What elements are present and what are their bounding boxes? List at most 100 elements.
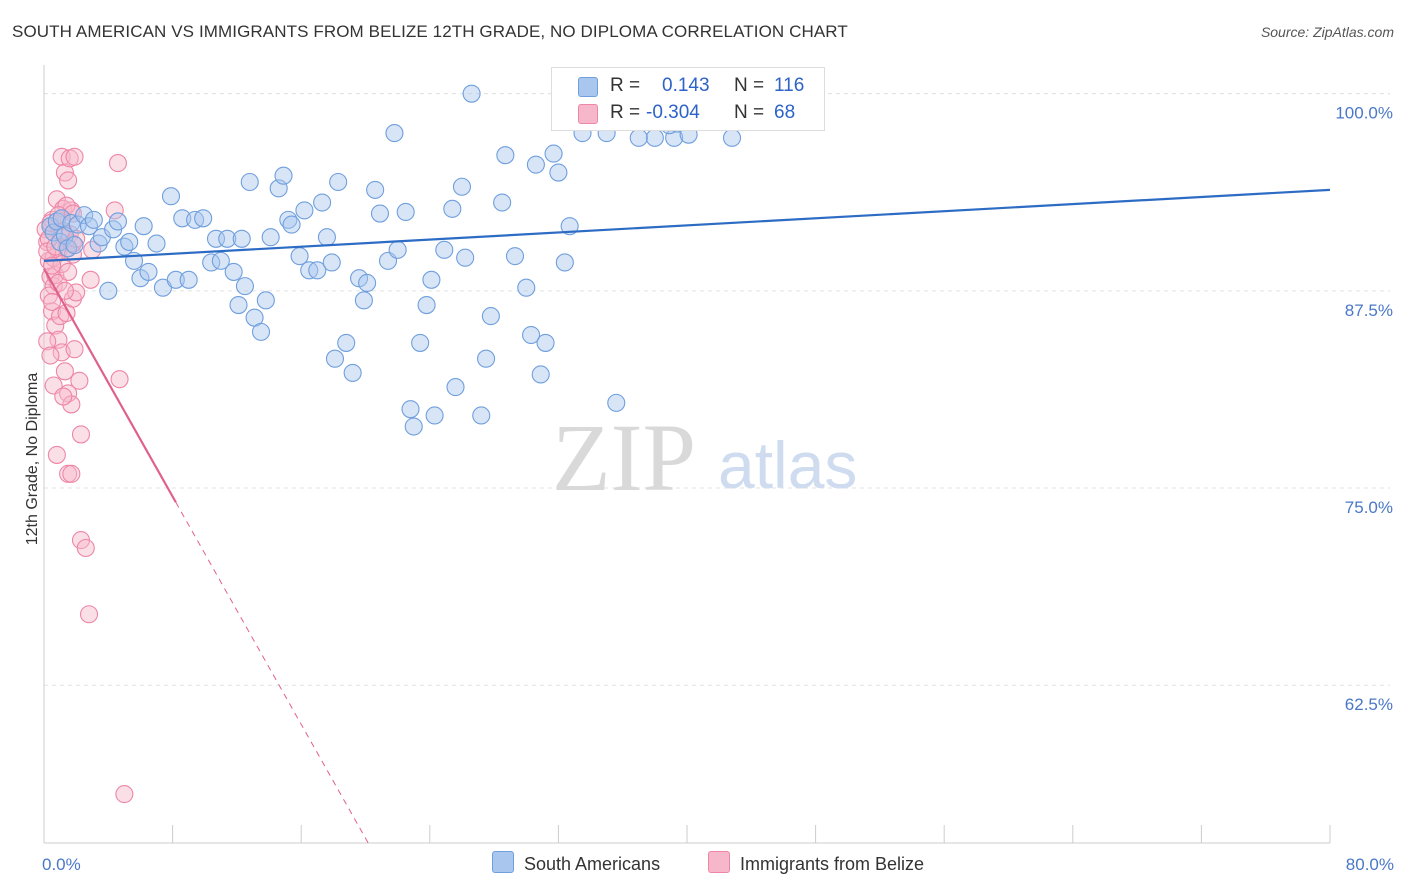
chart-title: SOUTH AMERICAN VS IMMIGRANTS FROM BELIZE… bbox=[12, 22, 848, 41]
data-point bbox=[396, 202, 415, 222]
data-point bbox=[411, 333, 430, 352]
data-point bbox=[47, 190, 66, 209]
data-point bbox=[47, 212, 66, 231]
data-point bbox=[329, 172, 348, 192]
y-tick-label: 62.5% bbox=[1345, 695, 1393, 714]
data-point bbox=[388, 240, 407, 259]
data-point bbox=[240, 172, 259, 192]
data-point bbox=[629, 128, 648, 147]
data-point bbox=[108, 212, 127, 231]
data-point bbox=[166, 270, 185, 289]
data-point bbox=[425, 406, 444, 425]
data-point bbox=[722, 128, 742, 147]
data-point bbox=[456, 248, 475, 267]
data-point bbox=[536, 333, 555, 352]
data-point bbox=[229, 296, 248, 315]
data-point bbox=[134, 217, 153, 236]
data-point bbox=[52, 209, 71, 228]
data-point bbox=[322, 253, 341, 272]
legend-n-value: 116 bbox=[774, 75, 805, 96]
data-point bbox=[522, 325, 541, 345]
data-point bbox=[645, 128, 664, 147]
data-point bbox=[435, 240, 454, 259]
data-point bbox=[446, 378, 465, 397]
data-point bbox=[343, 363, 362, 382]
legend-n-label: N = bbox=[734, 102, 765, 123]
data-point bbox=[79, 217, 99, 236]
data-point bbox=[493, 193, 512, 212]
data-point bbox=[232, 229, 251, 248]
data-point bbox=[325, 349, 345, 368]
data-point bbox=[531, 365, 550, 384]
bottom-legend-label: Immigrants from Belize bbox=[740, 854, 925, 874]
legend-r-value: 0.143 bbox=[662, 75, 710, 96]
data-point bbox=[261, 228, 280, 247]
data-point bbox=[404, 417, 423, 436]
y-tick-label: 75.0% bbox=[1345, 498, 1393, 517]
data-point bbox=[251, 322, 271, 341]
data-point bbox=[65, 340, 84, 359]
data-point bbox=[337, 333, 356, 352]
data-point bbox=[76, 538, 95, 558]
data-point bbox=[42, 292, 62, 311]
data-point bbox=[256, 291, 275, 310]
data-point bbox=[555, 253, 574, 272]
data-point bbox=[46, 316, 65, 335]
data-point bbox=[120, 232, 139, 252]
y-axis-title: 12th Grade, No Diploma bbox=[24, 373, 41, 546]
data-point bbox=[59, 384, 78, 403]
data-point bbox=[65, 147, 84, 166]
watermark-atlas: atlas bbox=[718, 428, 857, 502]
bottom-legend-belize: Immigrants from Belize bbox=[708, 851, 924, 875]
data-point bbox=[110, 370, 129, 389]
data-point bbox=[417, 296, 436, 315]
data-point bbox=[55, 362, 74, 381]
data-point bbox=[67, 283, 86, 302]
data-point bbox=[211, 251, 230, 270]
legend-swatch-pink bbox=[578, 104, 598, 124]
legend-swatch-blue bbox=[578, 77, 598, 97]
data-point bbox=[370, 204, 390, 223]
data-point bbox=[313, 193, 332, 212]
y-tick-labels: 100.0% 87.5% 75.0% 62.5% bbox=[1335, 104, 1393, 715]
data-point bbox=[81, 270, 100, 289]
data-point bbox=[179, 270, 198, 289]
data-point bbox=[54, 387, 73, 406]
data-point bbox=[366, 180, 385, 199]
data-point bbox=[496, 146, 515, 165]
data-point bbox=[99, 281, 118, 300]
data-point bbox=[422, 270, 441, 289]
data-point bbox=[62, 464, 81, 483]
data-point bbox=[44, 223, 63, 242]
data-point bbox=[194, 209, 213, 228]
y-tick-label: 100.0% bbox=[1335, 104, 1393, 123]
data-point bbox=[235, 277, 254, 296]
data-point bbox=[75, 206, 94, 225]
data-point bbox=[295, 201, 314, 220]
bottom-legend-label: South Americans bbox=[524, 854, 661, 874]
trend-line-belize-extrapolated bbox=[175, 502, 369, 844]
legend-r-value: -0.304 bbox=[646, 102, 700, 123]
data-point bbox=[65, 236, 84, 255]
belize-points bbox=[36, 147, 134, 804]
data-point bbox=[308, 261, 327, 280]
bottom-legend-swatch-pink bbox=[708, 851, 730, 873]
data-point bbox=[443, 199, 462, 218]
data-point bbox=[517, 278, 536, 297]
axes bbox=[43, 65, 1331, 844]
data-point bbox=[70, 371, 89, 390]
data-point bbox=[282, 215, 301, 234]
data-point bbox=[79, 605, 99, 624]
data-point bbox=[607, 393, 626, 412]
data-point bbox=[202, 253, 221, 272]
data-point bbox=[505, 247, 525, 266]
data-point bbox=[452, 177, 472, 196]
data-point bbox=[59, 262, 78, 281]
data-point bbox=[41, 346, 60, 365]
data-point bbox=[47, 445, 66, 464]
data-point bbox=[462, 84, 481, 103]
y-tick-label: 87.5% bbox=[1345, 301, 1393, 320]
legend-n-value: 68 bbox=[774, 102, 796, 123]
data-point bbox=[549, 163, 568, 182]
bottom-legend-south-americans: South Americans bbox=[492, 851, 660, 875]
